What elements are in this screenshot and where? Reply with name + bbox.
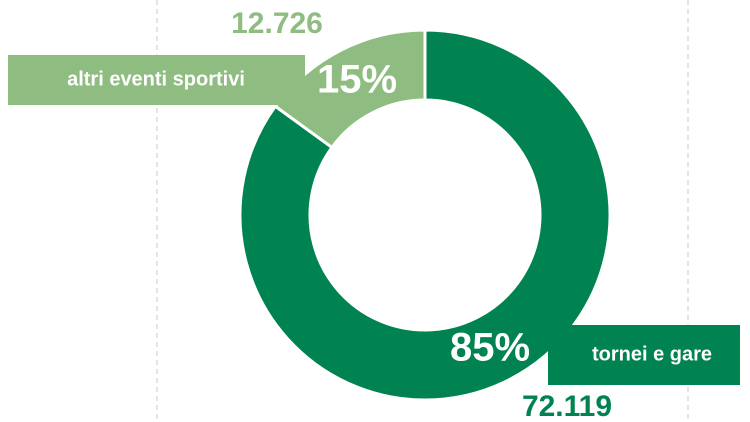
count-label: 12.726 [231,7,323,40]
labels: tornei e gare 85% 72.119 altri eventi sport… [8,7,740,422]
percent-label: 85% [450,326,530,370]
donut-slice [238,28,612,402]
legend-box [8,55,305,105]
legend-box [548,325,740,385]
legend-label: altri eventi sportivi [67,68,245,90]
count-label: 72.119 [522,390,612,422]
legend-label: tornei e gare [592,343,712,365]
donut-slice [273,28,427,150]
donut [238,28,612,402]
percent-label: 15% [317,58,397,102]
